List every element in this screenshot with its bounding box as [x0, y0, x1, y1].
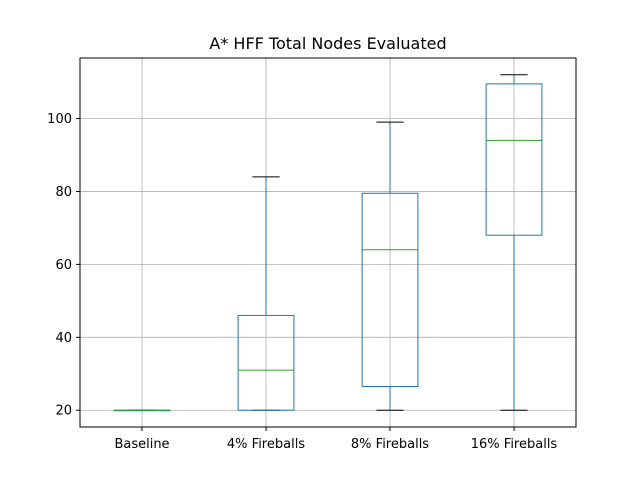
box-3	[361, 121, 419, 411]
iqr-box	[237, 314, 295, 411]
x-tick-label: Baseline	[114, 437, 169, 452]
box-4	[485, 74, 543, 411]
y-tick-label: 20	[55, 404, 72, 419]
x-tick-label: 4% Fireballs	[227, 437, 305, 452]
box-2	[237, 176, 295, 411]
y-tick-label: 100	[47, 112, 72, 127]
axes: 20 40 60 80 100 Baseline 4% Fireballs 8% Fireba…	[47, 112, 557, 452]
boxes	[113, 74, 543, 412]
iqr-box	[485, 83, 543, 236]
chart-title: A* HFF Total Nodes Evaluated	[209, 34, 446, 53]
iqr-box	[361, 192, 419, 388]
y-tick-label: 60	[55, 258, 72, 273]
y-tick-label: 80	[55, 185, 72, 200]
plot-frame	[79, 57, 577, 428]
y-tick-label: 40	[55, 331, 72, 346]
box-1	[113, 409, 171, 412]
x-tick-label: 8% Fireballs	[351, 437, 429, 452]
x-tick-label: 16% Fireballs	[471, 437, 558, 452]
